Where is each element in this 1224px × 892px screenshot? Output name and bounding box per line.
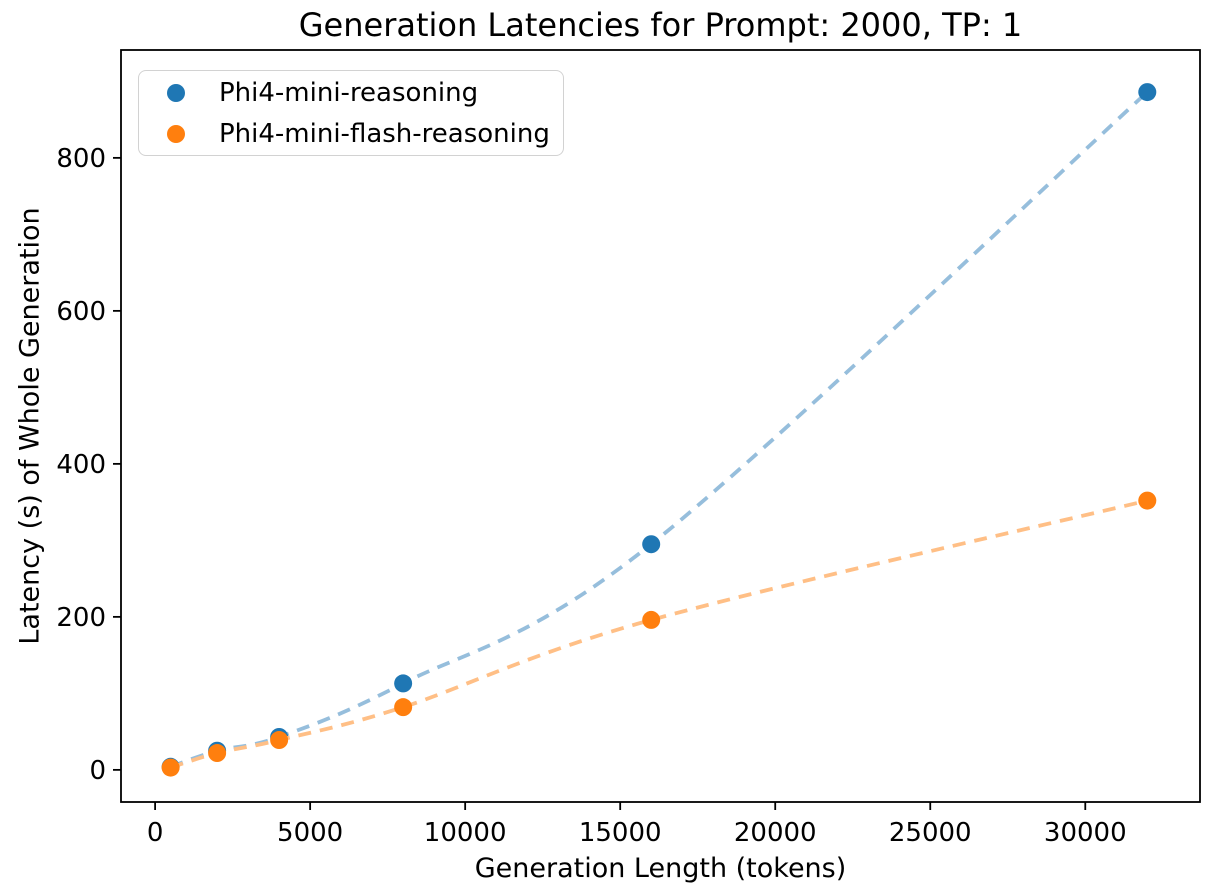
legend-marker-icon	[167, 124, 185, 143]
x-tick-label: 20000	[734, 818, 817, 848]
trendline-Phi4-mini-reasoning	[169, 90, 1149, 769]
x-tick-label: 30000	[1044, 818, 1127, 848]
x-tick-label: 10000	[424, 818, 507, 848]
y-tick-label: 600	[56, 297, 106, 327]
data-point-Phi4-mini-flash-reasoning-500	[161, 758, 180, 777]
plot-frame	[120, 49, 1201, 803]
trendline-Phi4-mini-flash-reasoning	[170, 498, 1148, 770]
y-tick-label: 800	[56, 144, 106, 174]
y-axis-label: Latency (s) of Whole Generation	[14, 207, 46, 645]
data-point-Phi4-mini-flash-reasoning-2000	[208, 744, 227, 763]
x-tick-label: 5000	[277, 818, 343, 848]
x-tick-label: 25000	[889, 818, 972, 848]
y-tick-label: 0	[89, 756, 106, 786]
x-tick-label: 0	[147, 818, 164, 848]
legend-label: Phi4-mini-reasoning	[219, 77, 479, 108]
y-tick-label: 200	[56, 603, 106, 633]
chart-title: Generation Latencies for Prompt: 2000, T…	[298, 6, 1023, 44]
data-point-Phi4-mini-flash-reasoning-4000	[270, 731, 289, 750]
legend-entry-phi4-mini-flash-reasoning: Phi4-mini-flash-reasoning	[167, 115, 563, 152]
data-point-Phi4-mini-flash-reasoning-32000	[1138, 491, 1157, 510]
data-point-Phi4-mini-reasoning-8000	[394, 674, 413, 693]
legend-entry-phi4-mini-reasoning: Phi4-mini-reasoning	[167, 74, 563, 111]
data-point-Phi4-mini-flash-reasoning-8000	[394, 698, 413, 717]
data-point-Phi4-mini-flash-reasoning-16000	[642, 610, 661, 629]
y-tick-label: 400	[56, 450, 106, 480]
x-axis-label: Generation Length (tokens)	[474, 853, 847, 884]
data-point-Phi4-mini-reasoning-16000	[642, 535, 661, 554]
legend: Phi4-mini-reasoning Phi4-mini-flash-reas…	[138, 70, 564, 156]
x-tick-label: 15000	[579, 818, 662, 848]
legend-label: Phi4-mini-flash-reasoning	[219, 118, 550, 149]
data-point-Phi4-mini-reasoning-32000	[1138, 83, 1157, 102]
legend-marker-icon	[167, 83, 185, 102]
